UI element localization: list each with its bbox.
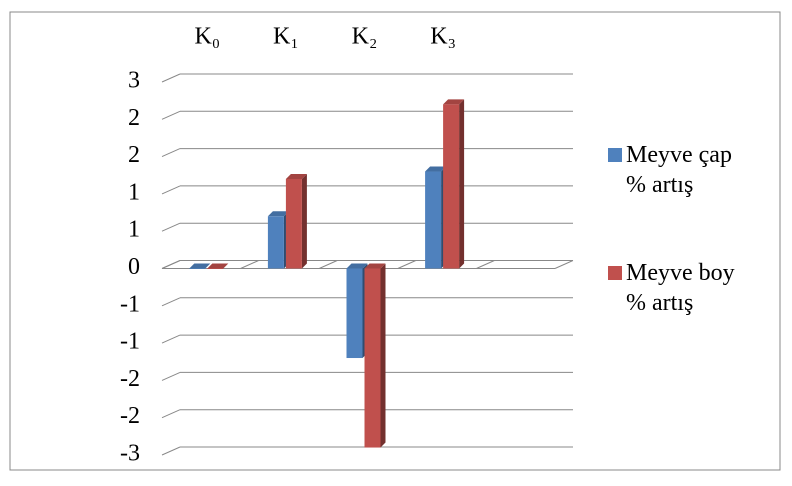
x-tick-label: K₁: [273, 24, 299, 50]
bar-face: [189, 263, 211, 269]
bar-face: [189, 268, 206, 269]
bar-face: [443, 99, 465, 105]
bar-face: [459, 99, 465, 269]
floor-divider: [554, 260, 574, 269]
bar-face: [364, 268, 381, 448]
bar-face: [207, 268, 224, 269]
legend-swatch: [608, 148, 622, 162]
y-tick-label: 2: [128, 142, 140, 168]
grid-line: [161, 409, 181, 419]
bar: [364, 263, 386, 448]
bar: [207, 263, 229, 269]
y-tick-label: 1: [128, 217, 140, 243]
legend-label: Meyve çap % artış: [626, 142, 732, 198]
bar-face: [380, 263, 386, 448]
floor-divider: [161, 260, 181, 269]
grid-line: [161, 334, 181, 344]
bar: [267, 211, 289, 269]
y-tick-label: -1: [120, 329, 140, 355]
legend-swatch: [608, 266, 622, 280]
bar-face: [443, 104, 460, 269]
floor-divider: [476, 260, 495, 269]
y-tick-label: -2: [120, 403, 140, 429]
bar-face: [285, 178, 302, 269]
y-tick-label: 0: [128, 254, 140, 280]
grid-line: [161, 222, 181, 232]
bar-face: [207, 263, 229, 269]
bar-face: [267, 211, 289, 217]
floor-divider: [240, 260, 259, 269]
y-tick-label: -2: [120, 366, 140, 392]
x-tick-label: K₂: [352, 24, 378, 50]
grid-line: [161, 297, 181, 307]
legend-label: Meyve boy % artış: [626, 260, 735, 316]
bar-face: [346, 268, 363, 359]
bar-face: [346, 263, 368, 269]
bar-face: [301, 173, 307, 269]
y-tick-label: 2: [128, 105, 140, 131]
y-tick-label: 3: [128, 68, 140, 94]
chart-frame: [9, 11, 781, 471]
grid-line: [161, 148, 181, 158]
grid-line: [161, 185, 181, 195]
bar: [425, 166, 447, 269]
y-tick-label: -3: [120, 441, 140, 467]
grid-line: [161, 73, 181, 83]
bar-face: [425, 166, 447, 172]
bar: [285, 173, 307, 269]
y-tick-label: -1: [120, 291, 140, 317]
grid-line: [161, 110, 181, 120]
bar-face: [364, 263, 386, 269]
y-tick-label: 1: [128, 179, 140, 205]
floor-divider: [397, 260, 417, 269]
x-tick-label: K₃: [430, 24, 456, 50]
bar-face: [267, 216, 284, 269]
grid-line: [161, 371, 181, 381]
grid-line: [161, 446, 181, 456]
bar: [189, 263, 211, 269]
x-tick-label: K₀: [194, 24, 220, 50]
bar-face: [285, 173, 307, 179]
bar: [443, 99, 465, 269]
bar-face: [425, 171, 442, 269]
bar: [346, 263, 368, 359]
floor-divider: [318, 260, 338, 269]
